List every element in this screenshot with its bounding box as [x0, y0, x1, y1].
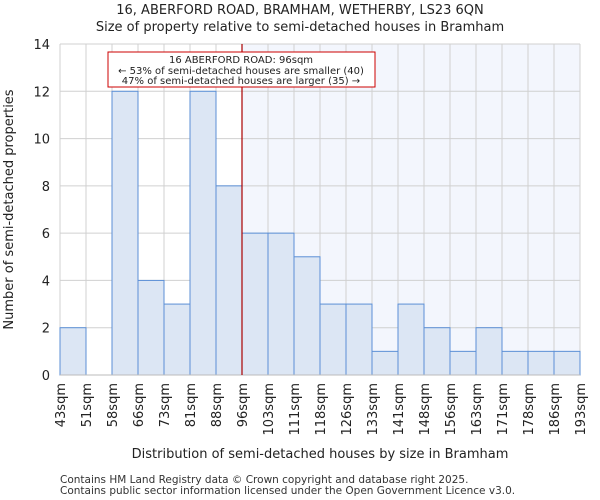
histogram-bar — [501, 350, 529, 376]
x-tick-label: 171sqm — [496, 383, 511, 436]
x-tick-label: 118sqm — [314, 383, 329, 436]
x-tick-label: 193sqm — [574, 383, 589, 436]
y-tick-label: 12 — [33, 85, 50, 100]
histogram-bar — [449, 350, 477, 376]
y-tick-label: 8 — [42, 180, 50, 195]
histogram-bar — [293, 256, 321, 376]
histogram-bar — [553, 350, 581, 376]
y-tick-label: 4 — [42, 274, 50, 289]
x-tick-label: 148sqm — [418, 383, 433, 436]
x-tick-label: 96sqm — [236, 383, 251, 427]
chart-subtitle: Size of property relative to semi-detach… — [95, 20, 505, 35]
y-tick-label: 10 — [33, 133, 50, 148]
histogram-bar — [371, 350, 399, 376]
x-tick-label: 51sqm — [80, 383, 95, 427]
x-tick-label: 126sqm — [340, 383, 355, 436]
x-tick-label: 43sqm — [54, 383, 69, 427]
histogram-bar — [345, 303, 373, 376]
x-tick-label: 133sqm — [366, 383, 381, 436]
x-tick-label: 88sqm — [210, 383, 225, 427]
x-tick-label: 73sqm — [158, 383, 173, 427]
histogram-bar — [163, 303, 191, 376]
x-tick-label: 141sqm — [392, 383, 407, 436]
x-tick-label: 111sqm — [288, 383, 303, 436]
histogram-bar — [241, 232, 269, 376]
chart-title: 16, ABERFORD ROAD, BRAMHAM, WETHERBY, LS… — [116, 3, 484, 18]
histogram-bar — [189, 90, 217, 376]
y-tick-label: 2 — [42, 322, 50, 337]
y-tick-label: 6 — [42, 227, 50, 242]
histogram-bar — [527, 350, 555, 376]
x-tick-label: 58sqm — [106, 383, 121, 427]
y-tick-label: 0 — [42, 369, 50, 384]
histogram-bar — [397, 303, 425, 376]
histogram-bar — [267, 232, 295, 376]
histogram-bar — [59, 327, 87, 376]
histogram-bar — [475, 327, 503, 376]
x-axis-label: Distribution of semi-detached houses by … — [132, 447, 509, 462]
x-tick-label: 186sqm — [548, 383, 563, 436]
annotation-box — [107, 51, 376, 88]
footer-line-2: Contains public sector information licen… — [60, 485, 516, 497]
histogram-bar — [137, 279, 165, 376]
x-tick-label: 81sqm — [184, 383, 199, 427]
annotation-line-2: ← 53% of semi-detached houses are smalle… — [118, 66, 364, 77]
annotation-line-1: 16 ABERFORD ROAD: 96sqm — [169, 55, 313, 66]
histogram-bar — [215, 185, 243, 376]
x-tick-label: 178sqm — [522, 383, 537, 436]
y-tick-label: 14 — [33, 38, 50, 53]
histogram-bar — [111, 90, 139, 376]
x-tick-label: 103sqm — [262, 383, 277, 436]
histogram-bar — [319, 303, 347, 376]
x-tick-label: 66sqm — [132, 383, 147, 427]
annotation-line-3: 47% of semi-detached houses are larger (… — [122, 76, 360, 87]
y-axis-label: Number of semi-detached properties — [2, 89, 17, 329]
histogram-bar — [423, 327, 451, 376]
footer-line-1: Contains HM Land Registry data © Crown c… — [60, 474, 469, 486]
x-tick-label: 163sqm — [470, 383, 485, 436]
x-tick-label: 156sqm — [444, 383, 459, 436]
